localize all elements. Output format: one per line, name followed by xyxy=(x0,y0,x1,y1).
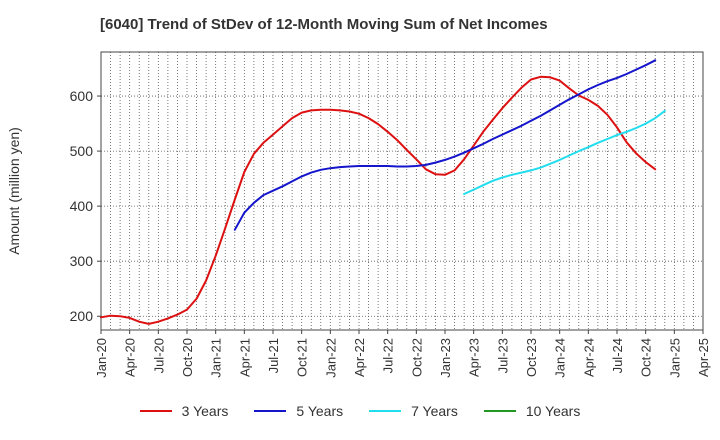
x-tick-label: Oct-20 xyxy=(180,338,195,377)
legend-label-5-years: 5 Years xyxy=(296,403,344,419)
series-line-3-years xyxy=(100,75,657,325)
y-tick-label: 200 xyxy=(70,308,94,324)
legend-item-5-years: 5 Years xyxy=(254,403,343,419)
legend-label-10-years: 10 Years xyxy=(525,403,581,419)
legend-item-10-years: 10 Years xyxy=(483,403,581,419)
series-line-7-years xyxy=(463,109,666,195)
y-tick-label: 300 xyxy=(70,253,94,269)
plot-frame xyxy=(100,51,704,331)
x-tick-label: Jul-22 xyxy=(381,338,396,373)
x-tick-label: Jan-22 xyxy=(323,338,338,378)
series-line-5-years xyxy=(233,59,657,231)
plot-area xyxy=(101,52,703,330)
legend-label-7-years: 7 Years xyxy=(411,403,458,419)
legend-label-3-years: 3 Years xyxy=(181,403,229,419)
x-tick-label: Jan-24 xyxy=(553,338,568,378)
chart-title: [6040] Trend of StDev of 12-Month Moving… xyxy=(100,16,548,33)
legend-swatch-10-years xyxy=(483,410,516,412)
x-tick-label: Apr-24 xyxy=(581,338,596,377)
x-tick-label: Oct-21 xyxy=(295,338,310,377)
x-tick-label: Oct-24 xyxy=(639,338,654,377)
legend-swatch-3-years xyxy=(139,410,172,412)
legend-swatch-7-years xyxy=(369,410,402,412)
x-tick-label: Apr-25 xyxy=(696,338,711,377)
y-tick-label: 600 xyxy=(70,88,94,104)
x-tick-label: Jan-25 xyxy=(667,338,682,378)
x-tick-label: Jul-23 xyxy=(495,338,510,373)
x-tick-label: Jul-21 xyxy=(266,338,281,373)
x-tick-label: Apr-20 xyxy=(123,338,138,377)
y-tick-label: 500 xyxy=(70,143,94,159)
legend: 3 Years 5 Years 7 Years 10 Years xyxy=(0,403,720,419)
x-tick-label: Oct-22 xyxy=(409,338,424,377)
x-tick-label: Jan-21 xyxy=(209,338,224,378)
x-tick-label: Apr-21 xyxy=(237,338,252,377)
legend-item-7-years: 7 Years xyxy=(369,403,458,419)
y-tick-label: 400 xyxy=(70,198,94,214)
x-tick-label: Oct-23 xyxy=(524,338,539,377)
x-tick-label: Jul-20 xyxy=(151,338,166,373)
x-tick-label: Apr-22 xyxy=(352,338,367,377)
legend-item-3-years: 3 Years xyxy=(139,403,229,419)
y-axis-label: Amount (million yen) xyxy=(6,127,22,255)
x-tick-label: Jul-24 xyxy=(610,338,625,373)
x-tick-label: Apr-23 xyxy=(467,338,482,377)
x-tick-label: Jan-20 xyxy=(94,338,109,378)
legend-swatch-5-years xyxy=(254,410,287,412)
x-tick-label: Jan-23 xyxy=(438,338,453,378)
